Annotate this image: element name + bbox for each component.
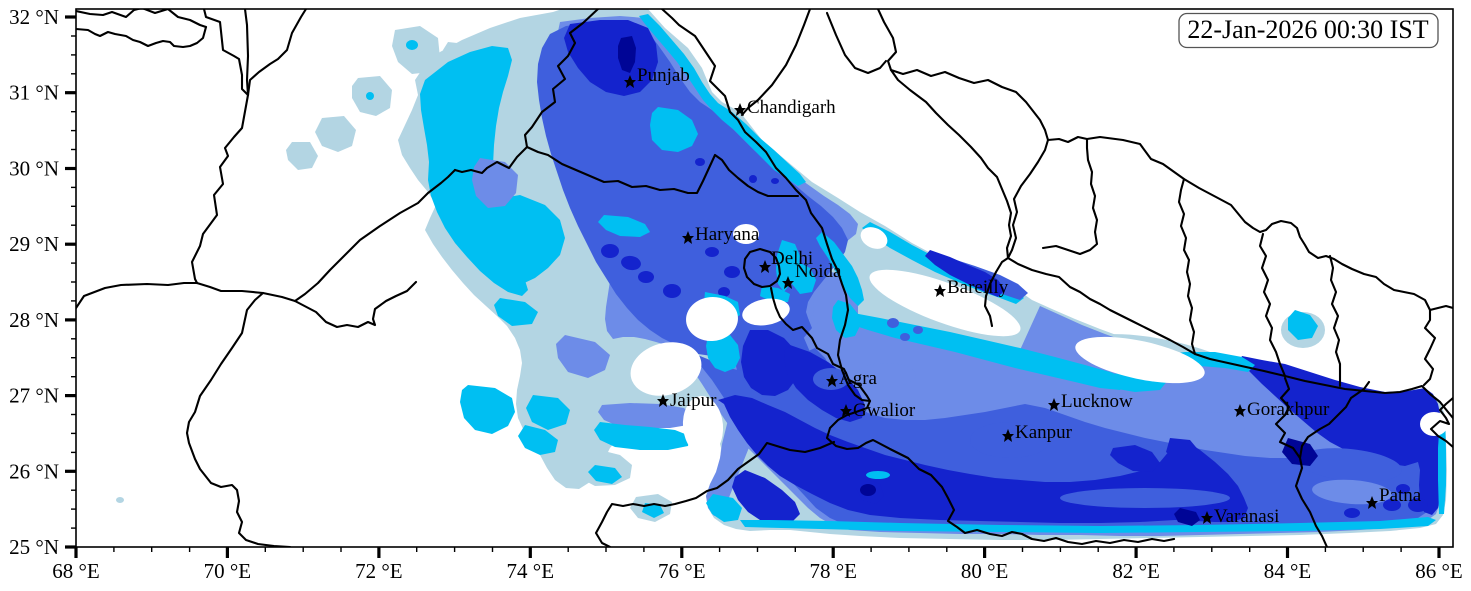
svg-text:Jaipur: Jaipur	[670, 390, 717, 411]
svg-text:76 °E: 76 °E	[658, 559, 705, 583]
svg-text:Delhi: Delhi	[771, 248, 813, 269]
svg-text:22-Jan-2026 00:30 IST: 22-Jan-2026 00:30 IST	[1187, 15, 1428, 44]
svg-text:26 °N: 26 °N	[9, 459, 59, 483]
svg-text:68 °E: 68 °E	[52, 559, 99, 583]
svg-text:Punjab: Punjab	[637, 65, 690, 86]
svg-text:32 °N: 32 °N	[9, 5, 59, 29]
svg-text:31 °N: 31 °N	[9, 81, 59, 105]
svg-text:80 °E: 80 °E	[961, 559, 1008, 583]
svg-text:72 °E: 72 °E	[355, 559, 402, 583]
svg-text:Agra: Agra	[839, 368, 878, 389]
svg-text:74 °E: 74 °E	[507, 559, 554, 583]
svg-text:Haryana: Haryana	[695, 224, 760, 245]
svg-text:Bareilly: Bareilly	[947, 277, 1009, 298]
svg-text:25 °N: 25 °N	[9, 535, 59, 559]
svg-text:29 °N: 29 °N	[9, 232, 59, 256]
svg-text:30 °N: 30 °N	[9, 157, 59, 181]
svg-text:Gwalior: Gwalior	[853, 400, 916, 421]
svg-text:70 °E: 70 °E	[204, 559, 251, 583]
svg-text:27 °N: 27 °N	[9, 384, 59, 408]
svg-text:Patna: Patna	[1379, 485, 1422, 506]
svg-text:Noida: Noida	[795, 261, 842, 282]
svg-text:Varanasi: Varanasi	[1214, 506, 1279, 527]
svg-text:78 °E: 78 °E	[809, 559, 856, 583]
svg-text:84 °E: 84 °E	[1264, 559, 1311, 583]
svg-text:Gorakhpur: Gorakhpur	[1247, 399, 1330, 420]
svg-text:28 °N: 28 °N	[9, 308, 59, 332]
svg-text:Kanpur: Kanpur	[1015, 422, 1073, 443]
svg-text:82 °E: 82 °E	[1112, 559, 1159, 583]
svg-text:Lucknow: Lucknow	[1061, 391, 1133, 412]
svg-text:86 °E: 86 °E	[1415, 559, 1462, 583]
svg-text:Chandigarh: Chandigarh	[747, 97, 836, 118]
